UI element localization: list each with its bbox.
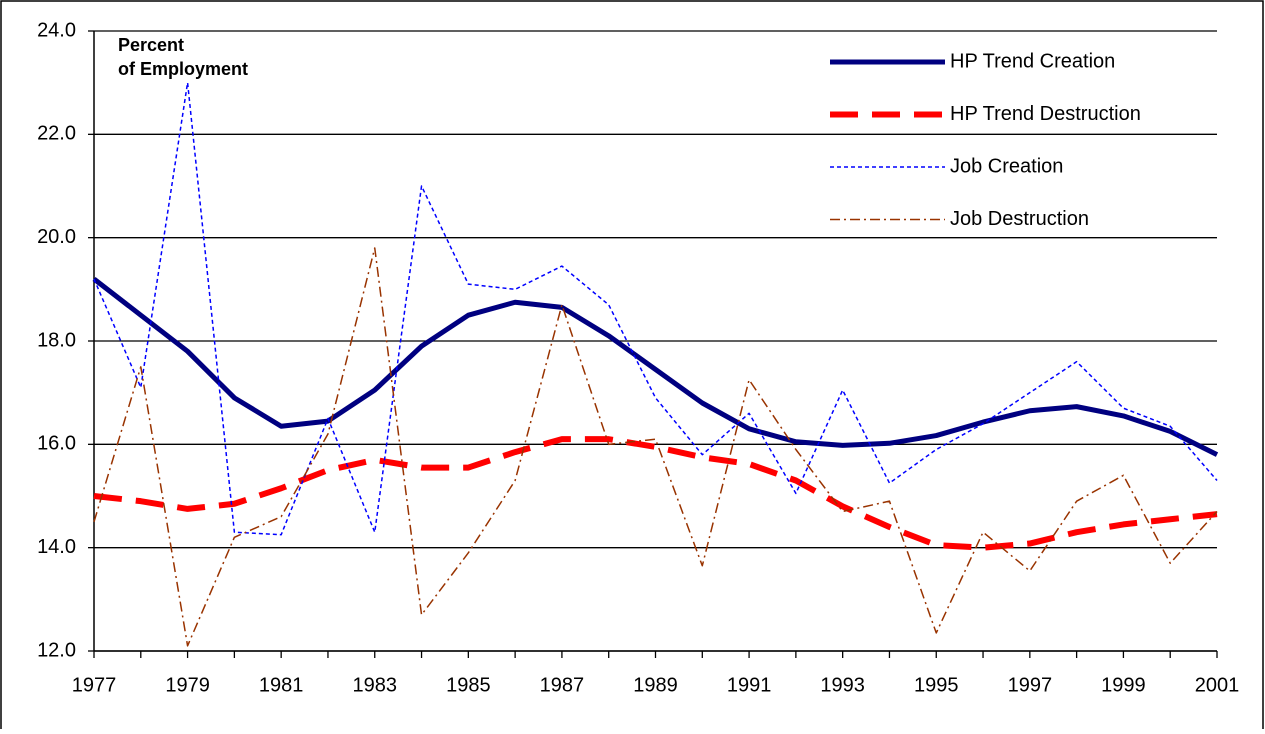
x-tick-label: 1979	[165, 674, 210, 696]
y-axis-label: Percent	[118, 35, 184, 55]
y-tick-label: 22.0	[37, 123, 76, 145]
y-tick-label: 18.0	[37, 329, 76, 351]
y-tick-label: 14.0	[37, 536, 76, 558]
x-tick-label: 2001	[1195, 674, 1240, 696]
x-tick-label: 1977	[72, 674, 117, 696]
legend-label: Job Destruction	[950, 208, 1089, 230]
y-tick-label: 20.0	[37, 226, 76, 248]
series-line	[93, 436, 1218, 551]
y-tick-label: 24.0	[37, 19, 76, 41]
series-line	[93, 247, 1218, 647]
x-tick-label: 1993	[820, 674, 865, 696]
x-tick-label: 1989	[633, 674, 678, 696]
legend-label: Job Creation	[950, 155, 1063, 177]
series-line	[93, 81, 1218, 536]
legend-label: HP Trend Creation	[950, 50, 1115, 72]
x-tick-label: 1987	[540, 674, 585, 696]
y-tick-label: 12.0	[37, 639, 76, 661]
x-tick-label: 1997	[1008, 674, 1053, 696]
x-tick-label: 1991	[727, 674, 772, 696]
x-tick-label: 1995	[914, 674, 959, 696]
y-tick-label: 16.0	[37, 433, 76, 455]
legend-label: HP Trend Destruction	[950, 103, 1141, 125]
x-tick-label: 1999	[1101, 674, 1146, 696]
y-axis-label: of Employment	[118, 59, 248, 79]
series-line	[92, 277, 1219, 457]
x-tick-label: 1985	[446, 674, 491, 696]
x-tick-label: 1981	[259, 674, 304, 696]
x-tick-label: 1983	[353, 674, 398, 696]
